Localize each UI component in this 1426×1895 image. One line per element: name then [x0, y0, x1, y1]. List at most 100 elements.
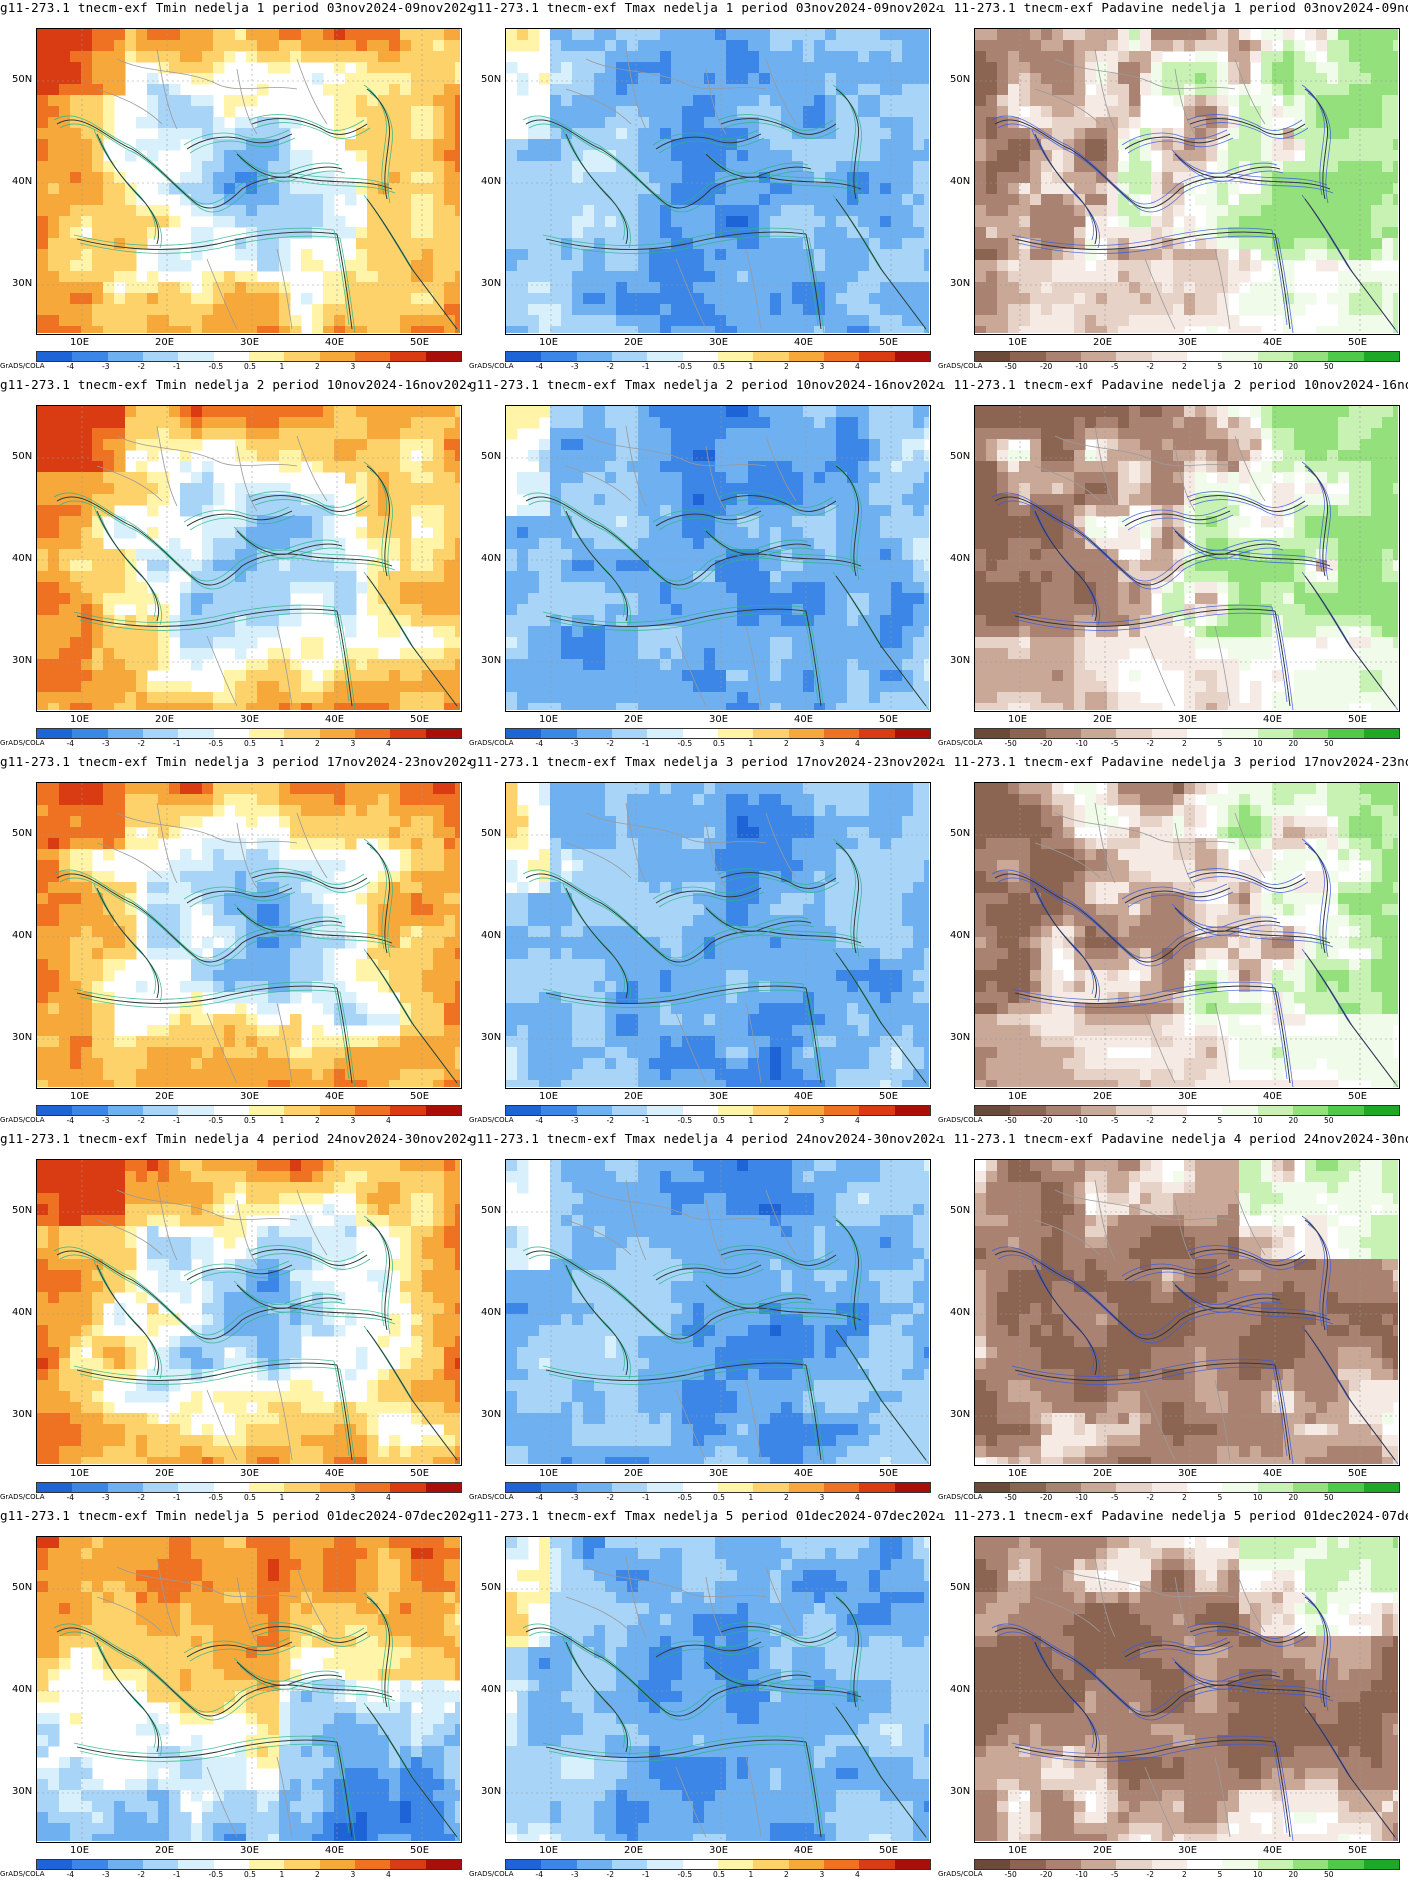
colorbar-label: -3 [102, 1493, 110, 1502]
longitude-label: 30E [1178, 1468, 1198, 1479]
colorbar-label: -5 [1111, 1870, 1119, 1879]
anomaly-field [37, 406, 460, 710]
anomaly-map [36, 28, 462, 335]
colorbar-label: 0.5 [713, 362, 725, 371]
colorbar-label: 4 [386, 362, 391, 371]
longitude-label: 10E [70, 714, 90, 725]
colorbar-label: -4 [66, 1870, 74, 1879]
colorbar-label: -20 [1040, 739, 1053, 748]
colorbar-label: 0.5 [713, 1493, 725, 1502]
latitude-label: 50N [950, 1582, 971, 1593]
longitude-label: 10E [539, 1845, 559, 1856]
colorbar-label: 2 [1182, 739, 1187, 748]
colorbar-label: 4 [855, 362, 860, 371]
latitude-label: 50N [950, 451, 971, 462]
colorbar-label: -1 [173, 1870, 181, 1879]
grads-credit: GrADS/COLA [469, 1870, 514, 1878]
colorbar-label: 5 [1217, 1116, 1223, 1125]
panel-title: g11-273.1 tnecm-exf Tmax nedelja 4 perio… [469, 1131, 939, 1146]
colorbar-label: -1 [642, 739, 650, 748]
grads-credit: GrADS/COLA [938, 1870, 983, 1878]
colorbar [36, 728, 462, 739]
panel-title: ı 11-273.1 tnecm-exf Padavine nedelja 5 … [938, 1508, 1408, 1523]
longitude-label: 50E [1348, 1091, 1368, 1102]
colorbar-label: 20 [1288, 1870, 1299, 1879]
longitude-label: 40E [325, 1091, 345, 1102]
colorbar [36, 1105, 462, 1116]
colorbar-label: -0.5 [677, 739, 693, 748]
longitude-label: 50E [410, 1845, 430, 1856]
longitude-label: 30E [709, 337, 729, 348]
colorbar-label: 0.5 [244, 1493, 256, 1502]
latitude-label: 50N [12, 451, 33, 462]
panel-title: g11-273.1 tnecm-exf Tmin nedelja 2 perio… [0, 377, 470, 392]
latitude-label: 30N [950, 1786, 971, 1797]
longitude-label: 40E [794, 337, 814, 348]
anomaly-field [506, 1537, 929, 1841]
latitude-label: 50N [12, 1205, 33, 1216]
colorbar-label: 0.5 [713, 1870, 725, 1879]
colorbar-label: 4 [386, 1493, 391, 1502]
colorbar-label: -4 [535, 1493, 543, 1502]
anomaly-map [505, 405, 931, 712]
latitude-label: 30N [481, 1409, 502, 1420]
colorbar-label: 1 [279, 1116, 285, 1125]
anomaly-map [974, 1536, 1400, 1843]
colorbar-label: 50 [1324, 739, 1334, 748]
colorbar-label: -0.5 [677, 362, 693, 371]
longitude-label: 40E [1263, 337, 1283, 348]
latitude-label: 40N [481, 930, 502, 941]
colorbar-label: 20 [1288, 1116, 1299, 1125]
colorbar-label: 3 [350, 1870, 356, 1879]
longitude-label: 20E [1093, 714, 1113, 725]
longitude-label: 40E [794, 1845, 814, 1856]
colorbar [36, 351, 462, 362]
colorbar-label: 1 [279, 739, 285, 748]
colorbar-label: 2 [784, 739, 789, 748]
longitude-label: 30E [240, 1468, 260, 1479]
colorbar-label: 2 [784, 362, 789, 371]
longitude-label: 40E [1263, 1091, 1283, 1102]
colorbar-label: -0.5 [677, 1116, 693, 1125]
colorbar-label: -50 [1004, 739, 1017, 748]
colorbar-label: 10 [1253, 362, 1263, 371]
latitude-label: 50N [950, 828, 971, 839]
colorbar-label: -10 [1075, 1116, 1088, 1125]
longitude-label: 50E [879, 337, 899, 348]
map-panel-tmin-week-1: g11-273.1 tnecm-exf Tmin nedelja 1 perio… [0, 0, 470, 378]
colorbar [974, 1482, 1400, 1493]
longitude-label: 40E [794, 1091, 814, 1102]
longitude-label: 30E [240, 337, 260, 348]
colorbar-label: 3 [350, 362, 356, 371]
anomaly-map [36, 782, 462, 1089]
longitude-label: 30E [240, 1091, 260, 1102]
colorbar-label: -4 [66, 739, 74, 748]
longitude-label: 50E [410, 1468, 430, 1479]
colorbar-label: 5 [1217, 1870, 1223, 1879]
longitude-label: 30E [709, 1845, 729, 1856]
colorbar-label: 4 [855, 1493, 860, 1502]
panel-title: g11-273.1 tnecm-exf Tmax nedelja 2 perio… [469, 377, 939, 392]
colorbar-label: 2 [784, 1116, 789, 1125]
anomaly-field [506, 406, 929, 710]
colorbar-label: -4 [535, 362, 543, 371]
colorbar-label: -2 [606, 739, 614, 748]
colorbar-label: -0.5 [677, 1493, 693, 1502]
longitude-label: 20E [155, 1468, 175, 1479]
colorbar-label: -3 [571, 1116, 579, 1125]
colorbar [505, 1105, 931, 1116]
anomaly-field [506, 29, 929, 333]
colorbar-label: 3 [819, 1493, 825, 1502]
colorbar-label: 2 [315, 1870, 320, 1879]
colorbar-label: 10 [1253, 739, 1263, 748]
panel-title: g11-273.1 tnecm-exf Tmax nedelja 3 perio… [469, 754, 939, 769]
colorbar-label: -0.5 [208, 739, 224, 748]
colorbar-label: 0.5 [244, 362, 256, 371]
longitude-label: 10E [70, 1468, 90, 1479]
anomaly-map [505, 1159, 931, 1466]
colorbar-label: 20 [1288, 739, 1299, 748]
anomaly-field [975, 1160, 1398, 1464]
longitude-label: 40E [325, 1468, 345, 1479]
longitude-label: 30E [1178, 1091, 1198, 1102]
map-panel-padavine-week-2: ı 11-273.1 tnecm-exf Padavine nedelja 2 … [938, 377, 1408, 755]
